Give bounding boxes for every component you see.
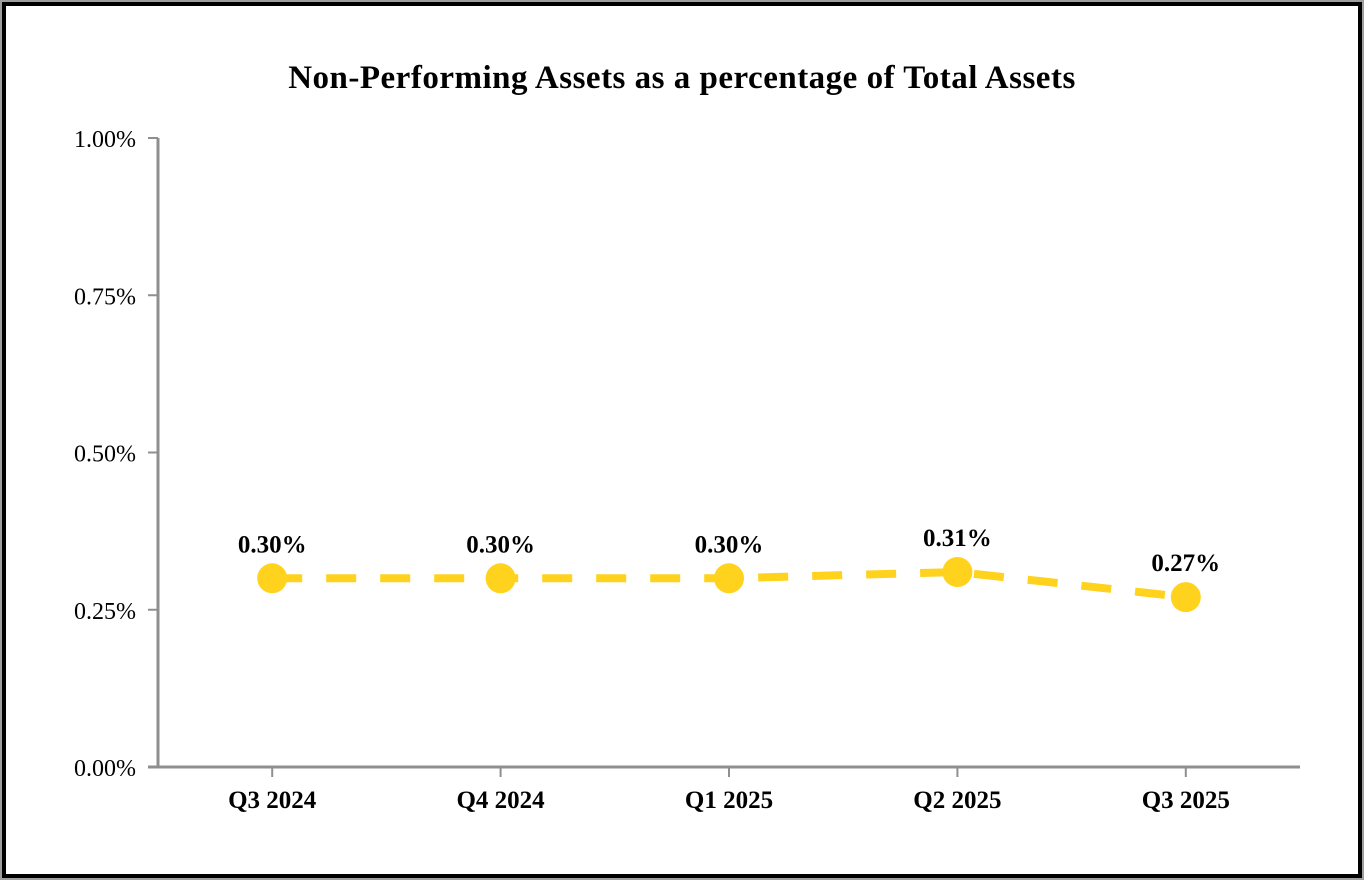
x-axis-tick-label: Q2 2025 — [913, 787, 1001, 814]
data-point-label: 0.31% — [923, 525, 992, 552]
data-point-label: 0.27% — [1151, 550, 1220, 577]
data-point-label: 0.30% — [695, 531, 764, 558]
data-point-marker — [714, 563, 744, 594]
x-axis-tick-label: Q3 2025 — [1142, 787, 1230, 814]
data-point-marker — [257, 563, 288, 594]
x-axis-tick-label: Q1 2025 — [685, 787, 773, 814]
y-axis-tick-label: 1.00% — [74, 127, 136, 153]
data-point-label: 0.30% — [238, 531, 307, 558]
data-point-marker — [942, 557, 973, 588]
data-point-label: 0.30% — [466, 531, 535, 558]
data-point-marker — [485, 563, 516, 594]
y-axis-tick-label: 0.75% — [74, 284, 136, 310]
chart-title: Non-Performing Assets as a percentage of… — [288, 60, 1076, 96]
y-axis-tick-label: 0.25% — [74, 599, 136, 625]
data-point-marker — [1170, 582, 1201, 613]
y-axis-tick-label: 0.00% — [74, 756, 136, 782]
y-axis-tick-label: 0.50% — [74, 442, 136, 468]
x-axis-tick-label: Q4 2024 — [456, 787, 545, 814]
x-axis-tick-label: Q3 2024 — [228, 787, 317, 814]
